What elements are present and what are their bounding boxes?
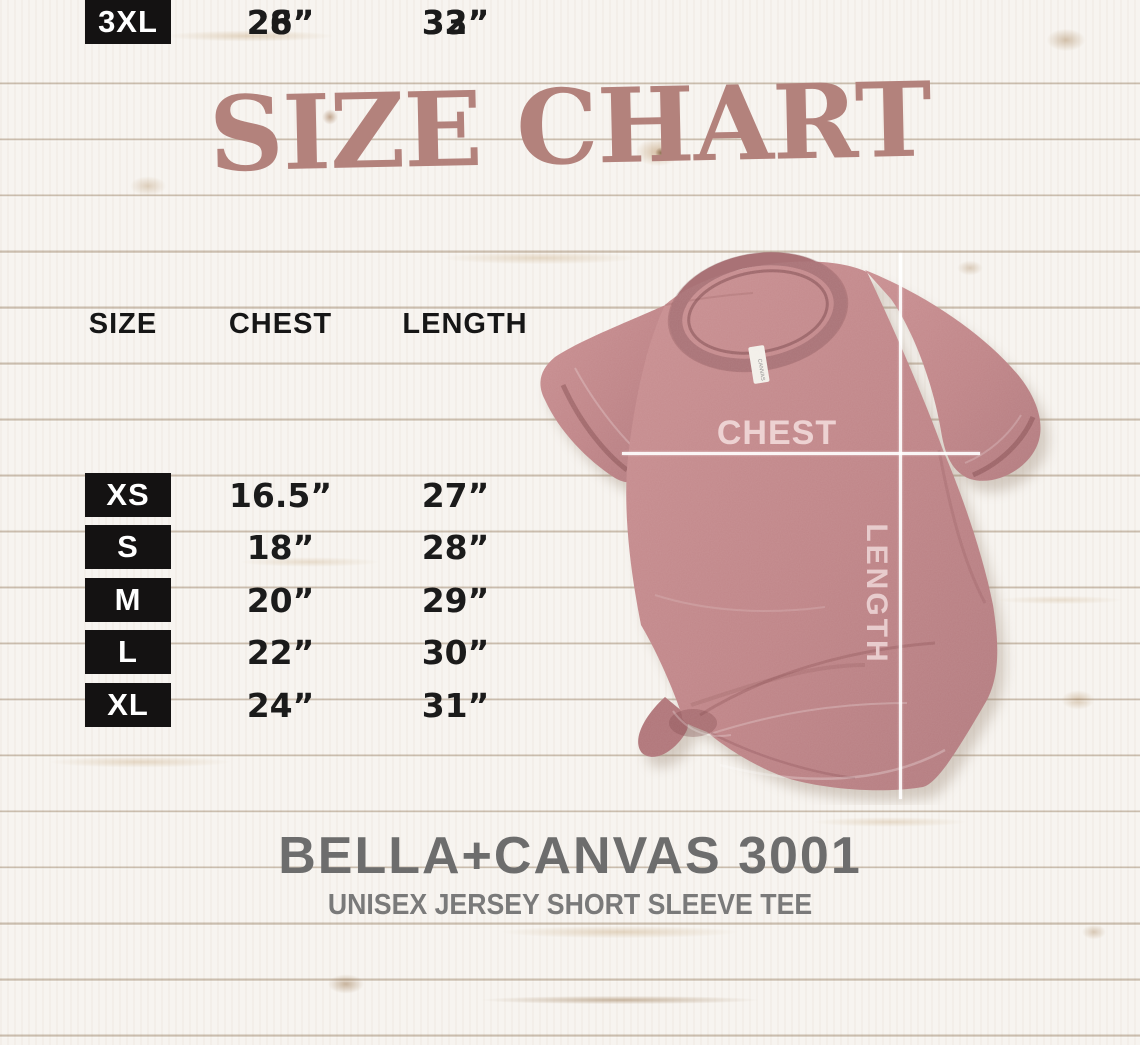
chest-value: 16.5”: [228, 476, 333, 515]
table-row-xl: XL 24” 31”: [0, 683, 570, 727]
table-row-m: M 20” 29”: [0, 578, 570, 622]
header-size: SIZE: [88, 308, 158, 340]
size-badge: XS: [85, 473, 171, 517]
size-badge: 3XL: [85, 0, 171, 44]
size-badge: M: [85, 578, 171, 622]
tshirt-photo: CANVAS: [515, 235, 1140, 805]
table-row-l: L 22” 30”: [0, 630, 570, 674]
chest-value: 22”: [246, 633, 315, 672]
chest-value: 24”: [246, 686, 315, 725]
table-row-3xl: 3XL 28” 33”: [0, 0, 570, 44]
chest-value: 28”: [246, 3, 315, 42]
product-subtitle: UNISEX JERSEY SHORT SLEEVE TEE: [327, 889, 813, 921]
header-length: LENGTH: [402, 308, 528, 340]
size-badge: L: [85, 630, 171, 674]
chest-measure-line: [622, 452, 980, 455]
length-value: 32”: [421, 3, 490, 42]
chest-value: 20”: [246, 581, 315, 620]
table-row-xs: XS 16.5” 27”: [0, 473, 570, 517]
chest-line-label: CHEST: [716, 414, 838, 452]
page-title: SIZE CHART: [207, 59, 933, 196]
header-chest: CHEST: [228, 308, 333, 340]
length-value: 31”: [421, 686, 490, 725]
length-value: 29”: [421, 581, 490, 620]
tshirt-illustration: CANVAS: [540, 251, 1049, 802]
length-value: 28”: [421, 528, 490, 567]
size-badge: XL: [85, 683, 171, 727]
chest-value: 26”: [246, 3, 315, 42]
length-value: 27”: [421, 476, 490, 515]
chest-value: 18”: [246, 528, 315, 567]
product-name: BELLA+CANVAS 3001: [278, 827, 862, 885]
table-row-s: S 18” 28”: [0, 525, 570, 569]
length-value: 33”: [421, 3, 490, 42]
size-badge: S: [85, 525, 171, 569]
length-value: 30”: [421, 633, 490, 672]
length-measure-line: [899, 253, 902, 799]
